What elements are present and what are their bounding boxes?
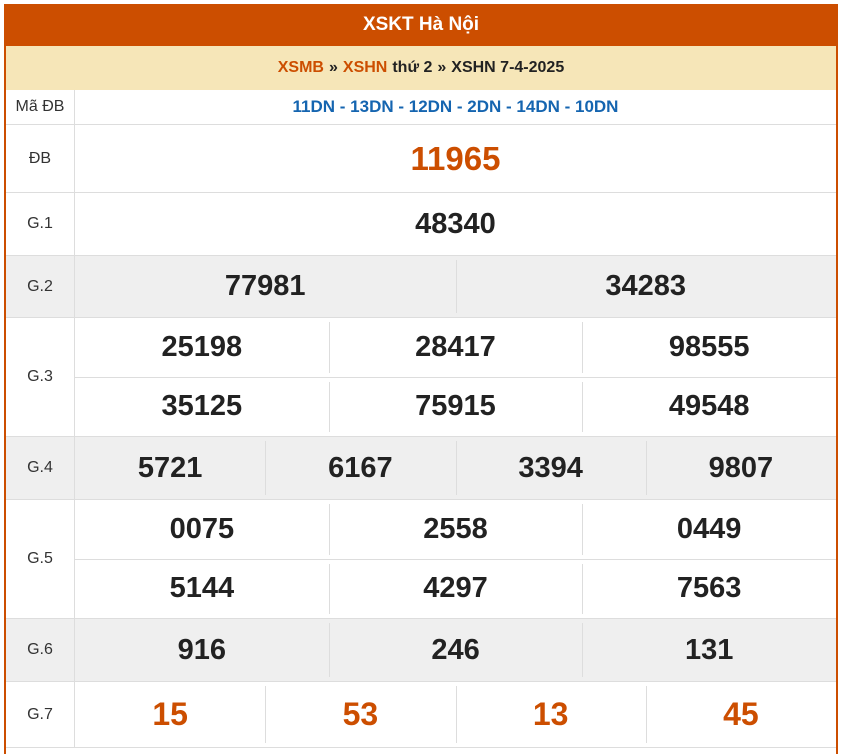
prize-number: 4297 xyxy=(328,560,583,619)
row-db: ĐB 11965 xyxy=(6,125,836,193)
row-g4: G.4 5721 6167 3394 9807 xyxy=(6,437,836,500)
table-title: XSKT Hà Nội xyxy=(6,4,836,46)
row-label: G.2 xyxy=(6,256,75,317)
row-label: G.1 xyxy=(6,193,75,255)
special-prize-number: 11965 xyxy=(410,139,501,177)
row-ma-db: Mã ĐB 11DN - 13DN - 12DN - 2DN - 14DN - … xyxy=(6,90,836,125)
prize-number: 77981 xyxy=(224,270,306,302)
prize-number: 28417 xyxy=(328,318,583,377)
prize-number: 5144 xyxy=(169,572,235,605)
prize-number: 25198 xyxy=(161,330,243,363)
prize-number: 9807 xyxy=(645,437,836,499)
breadcrumb-current: XSHN 7-4-2025 xyxy=(451,59,565,76)
row-label: G.7 xyxy=(6,682,75,747)
row-g6: G.6 916 246 131 xyxy=(6,619,836,682)
row-g7: G.7 15 53 13 45 xyxy=(6,682,836,748)
prize-number: 98555 xyxy=(582,318,836,377)
prize-number: 3394 xyxy=(455,437,646,499)
prize-number: 53 xyxy=(265,682,455,747)
breadcrumb-weekday-link[interactable]: thứ 2 xyxy=(392,59,433,76)
prize-number: 0075 xyxy=(169,512,235,545)
row-g2: G.2 77981 34283 xyxy=(6,256,836,318)
prize-number: 49548 xyxy=(582,378,836,437)
prize-number: 246 xyxy=(328,619,583,681)
prize-number: 5721 xyxy=(137,451,203,484)
prize-number: 75915 xyxy=(328,378,583,437)
breadcrumb-xsmb-link[interactable]: XSMB xyxy=(277,59,324,76)
row-g5: G.5 0075 2558 0449 5144 4297 7563 xyxy=(6,500,836,619)
special-codes: 11DN - 13DN - 12DN - 2DN - 14DN - 10DN xyxy=(292,97,619,116)
prize-number: 15 xyxy=(152,696,188,732)
prize-number: 916 xyxy=(177,633,227,666)
row-label: G.6 xyxy=(6,619,75,681)
row-label: Mã ĐB xyxy=(6,90,75,124)
row-label: G.4 xyxy=(6,437,75,499)
prize-number: 48340 xyxy=(415,207,496,240)
prize-number: 6167 xyxy=(265,437,455,499)
breadcrumb-xshn-link[interactable]: XSHN xyxy=(342,59,388,76)
prize-number: 2558 xyxy=(328,500,583,559)
prize-number: 35125 xyxy=(161,390,243,423)
prize-number: 13 xyxy=(455,682,646,747)
breadcrumb: XSMB » XSHN thứ 2 » XSHN 7-4-2025 xyxy=(6,46,836,90)
prize-number: 131 xyxy=(582,619,836,681)
row-label: G.3 xyxy=(6,318,75,436)
prize-number: 0449 xyxy=(582,500,836,559)
row-g1: G.1 48340 xyxy=(6,193,836,256)
row-g3: G.3 25198 28417 98555 35125 75915 49548 xyxy=(6,318,836,437)
row-label: ĐB xyxy=(6,125,75,192)
prize-number: 45 xyxy=(645,682,836,747)
breadcrumb-separator: » xyxy=(328,59,338,76)
results-table: XSKT Hà Nội XSMB » XSHN thứ 2 » XSHN 7-4… xyxy=(4,4,838,754)
prize-number: 34283 xyxy=(455,256,837,317)
row-label: G.5 xyxy=(6,500,75,618)
prize-number: 7563 xyxy=(582,560,836,619)
breadcrumb-separator: » xyxy=(437,59,447,76)
